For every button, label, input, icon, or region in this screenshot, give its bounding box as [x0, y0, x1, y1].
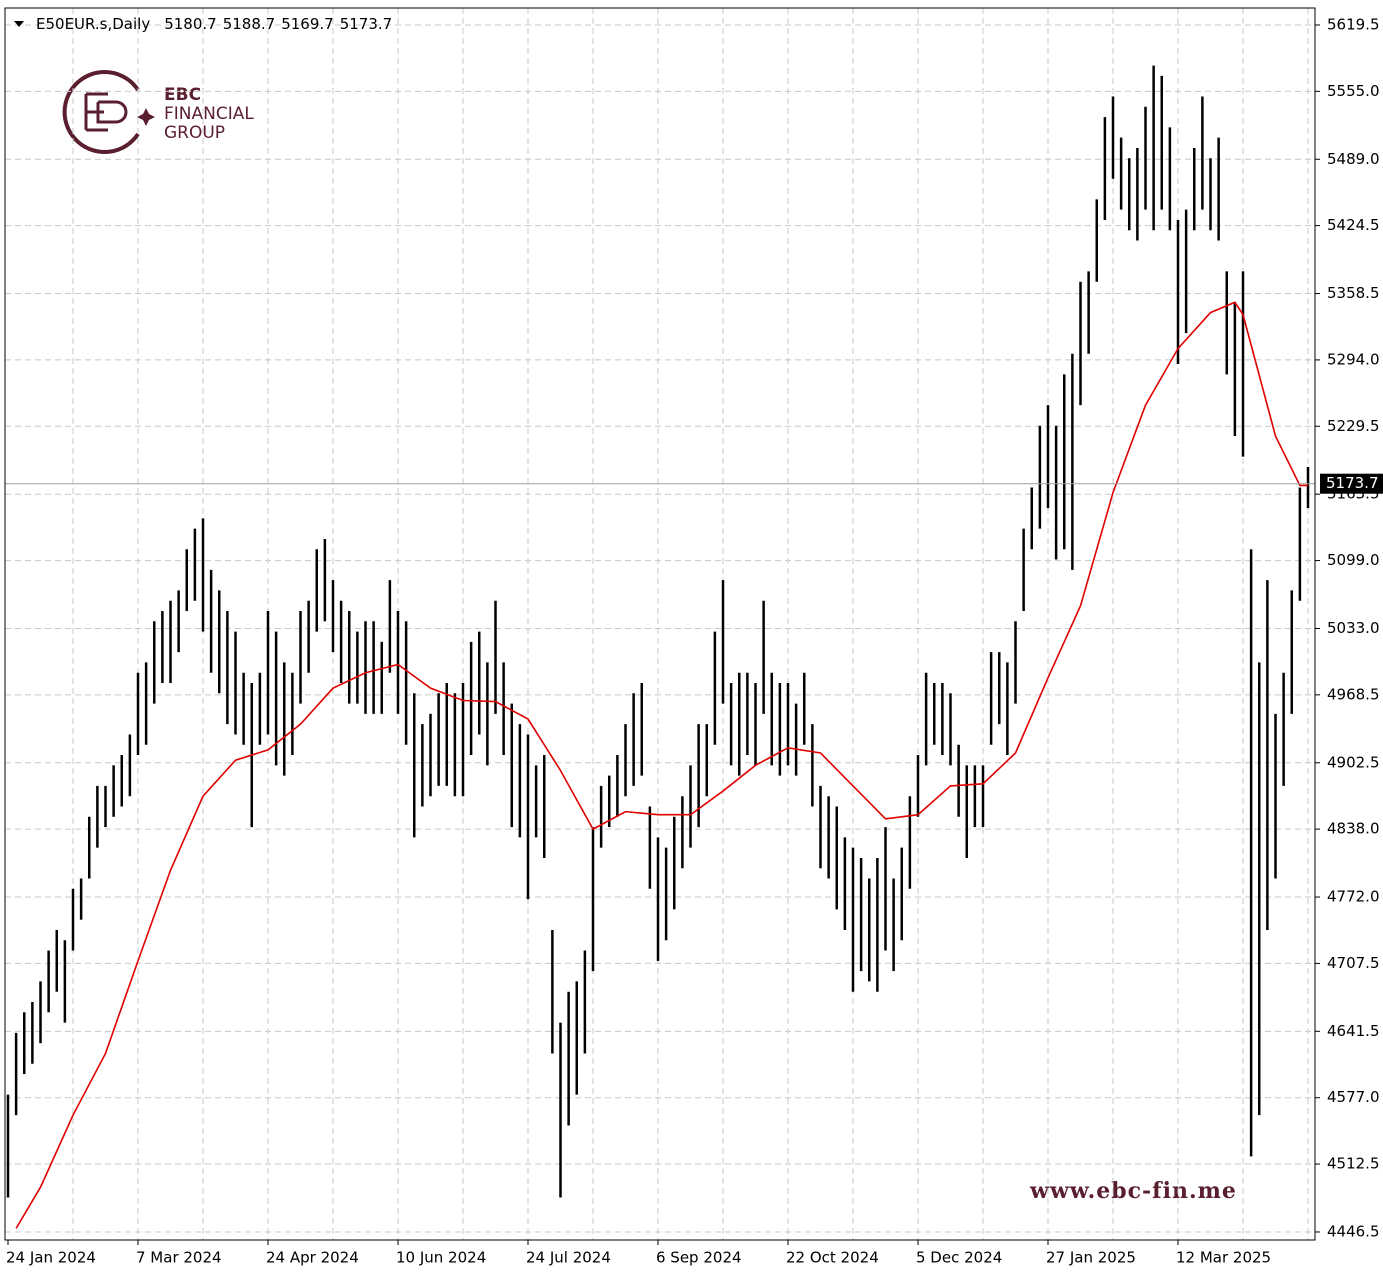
x-tick-label: 24 Apr 2024 — [266, 1249, 359, 1267]
y-tick-label: 5294.0 — [1327, 350, 1380, 368]
x-tick-label: 22 Oct 2024 — [786, 1249, 879, 1267]
y-tick-label: 4512.5 — [1327, 1155, 1380, 1173]
symbol: E50EUR.s,Daily — [36, 15, 151, 33]
quote: 5188.7 — [222, 15, 276, 33]
y-tick-label: 5099.0 — [1327, 551, 1380, 569]
logo-text: FINANCIAL — [164, 104, 254, 124]
logo-text: GROUP — [164, 123, 225, 143]
y-tick-label: 4902.5 — [1327, 753, 1380, 771]
logo-star — [137, 108, 155, 126]
x-tick-label: 6 Sep 2024 — [656, 1249, 742, 1267]
y-tick-label: 5424.5 — [1327, 216, 1380, 234]
x-tick-label: 24 Jul 2024 — [526, 1249, 611, 1267]
y-tick-label: 5619.5 — [1327, 15, 1380, 33]
x-tick-label: 10 Jun 2024 — [396, 1249, 486, 1267]
y-tick-label: 4772.0 — [1327, 888, 1380, 906]
y-tick-label: 4641.5 — [1327, 1022, 1380, 1040]
logo-mark — [84, 92, 128, 132]
y-tick-label: 4446.5 — [1327, 1222, 1380, 1240]
logo-ring — [62, 70, 140, 154]
y-tick-label: 5358.5 — [1327, 284, 1380, 302]
quote: 5173.7 — [339, 15, 393, 33]
y-tick-label: 5489.0 — [1327, 150, 1380, 168]
y-tick-label: 5555.0 — [1327, 82, 1380, 100]
y-tick-label: 4577.0 — [1327, 1088, 1380, 1106]
chart-header: E50EUR.s,Daily 5180.7 5188.7 5169.7 5173… — [14, 15, 392, 33]
quote: 5169.7 — [281, 15, 334, 33]
y-tick-label: 5033.0 — [1327, 619, 1380, 637]
last-price-box — [1320, 473, 1383, 494]
y-tick-label: 4968.5 — [1327, 685, 1380, 703]
plot-frame — [4, 7, 1316, 1241]
x-tick-label: 27 Jan 2025 — [1046, 1249, 1136, 1267]
y-tick-label: 4838.0 — [1327, 820, 1380, 838]
quote: 5180.7 — [164, 15, 217, 33]
plot-frame — [4, 7, 1316, 1241]
logo-text: EBC — [164, 85, 201, 105]
x-tick-label: 12 Mar 2025 — [1176, 1249, 1271, 1267]
x-tick-label: 24 Jan 2024 — [6, 1249, 96, 1267]
y-tick-label: 4707.5 — [1327, 954, 1380, 972]
x-tick-label: 5 Dec 2024 — [916, 1249, 1002, 1267]
y-tick-label: 5229.5 — [1327, 417, 1380, 435]
menu-arrow[interactable] — [14, 21, 24, 27]
watermark: www.ebc-fin.me — [1029, 1178, 1237, 1204]
x-tick-label: 7 Mar 2024 — [136, 1249, 222, 1267]
moving-average — [15, 301, 1308, 1229]
logo: EBC FINANCIAL GROUP — [62, 70, 254, 154]
last-price-label: 5173.7 — [1326, 474, 1379, 492]
